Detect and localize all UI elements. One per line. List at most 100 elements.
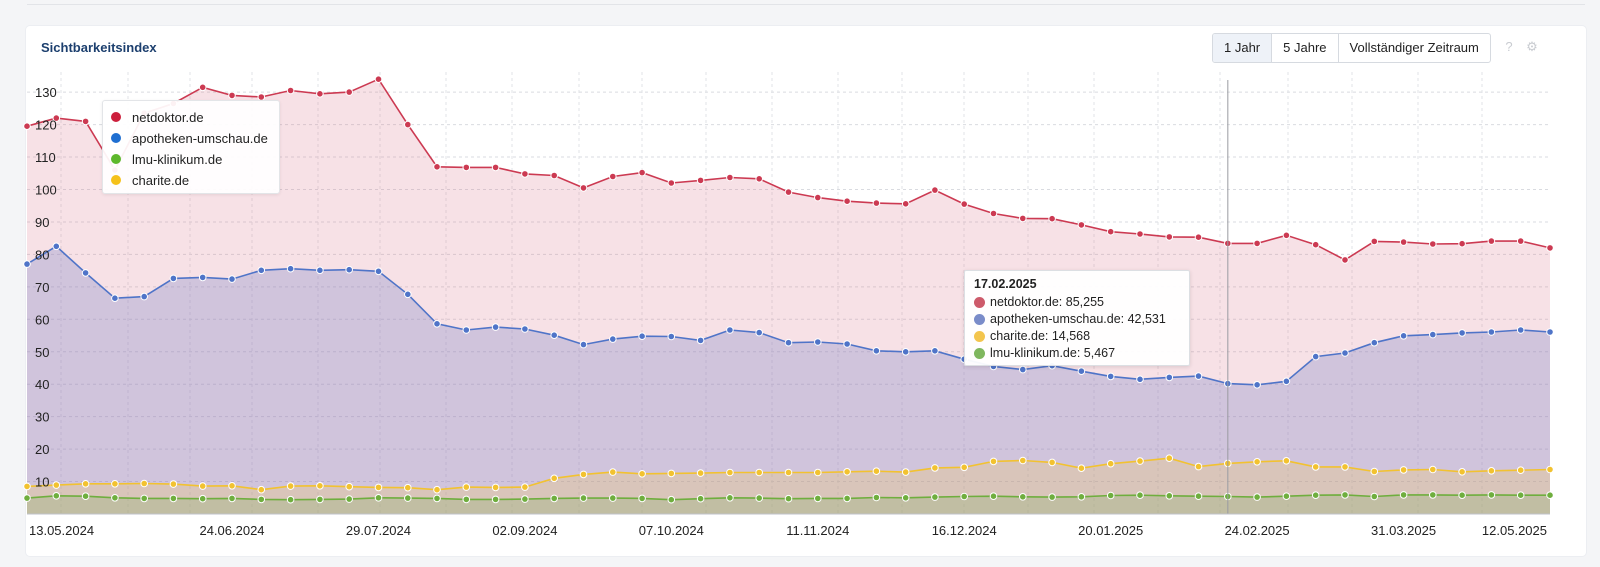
data-point xyxy=(726,326,734,334)
data-point xyxy=(23,122,31,130)
data-point xyxy=(696,336,705,345)
data-point xyxy=(491,495,500,504)
data-point xyxy=(931,347,939,355)
data-point xyxy=(228,91,236,100)
data-point xyxy=(784,188,793,196)
data-point xyxy=(491,483,500,492)
data-point xyxy=(1048,493,1056,501)
data-point xyxy=(1546,465,1554,474)
legend-dot-icon xyxy=(111,175,121,185)
help-icon[interactable]: ? xyxy=(1505,39,1513,54)
data-point xyxy=(755,328,764,337)
data-point xyxy=(521,483,529,491)
data-point xyxy=(726,494,734,502)
data-point xyxy=(1399,332,1408,340)
legend-label: apotheken-umschau.de xyxy=(132,130,268,146)
data-point xyxy=(579,340,588,349)
data-point xyxy=(228,494,236,503)
data-point xyxy=(1487,328,1496,336)
y-tick-label: 10 xyxy=(35,475,49,490)
data-point xyxy=(1165,233,1174,241)
data-point xyxy=(169,274,178,283)
x-tick-label: 29.07.2024 xyxy=(346,523,411,538)
legend-label: lmu-klinikum.de xyxy=(132,151,223,167)
data-point xyxy=(1370,338,1379,347)
data-point xyxy=(404,120,412,129)
data-point xyxy=(1370,467,1379,476)
data-point xyxy=(1136,457,1144,465)
data-point xyxy=(931,464,939,472)
data-point xyxy=(374,483,383,492)
data-point xyxy=(1429,491,1437,499)
y-tick-label: 20 xyxy=(35,442,49,457)
data-point xyxy=(1194,492,1203,501)
data-point xyxy=(1429,330,1437,339)
legend-item-charite[interactable]: charite.de xyxy=(111,171,189,189)
data-point xyxy=(1370,237,1379,246)
data-point xyxy=(1106,227,1115,236)
chart-tooltip: 17.02.2025 netdoktor.de: 85,255 apotheke… xyxy=(964,270,1190,366)
data-point xyxy=(433,320,441,328)
data-point xyxy=(316,482,324,490)
data-point xyxy=(111,480,119,488)
data-point xyxy=(433,494,441,503)
data-point xyxy=(1019,456,1027,465)
legend-item-netdoktor[interactable]: netdoktor.de xyxy=(111,108,204,126)
data-point xyxy=(696,176,705,185)
data-point xyxy=(755,468,764,477)
chart-title: Sichtbarkeitsindex xyxy=(41,40,157,55)
data-point xyxy=(550,494,559,503)
data-point xyxy=(345,482,354,491)
data-point xyxy=(345,88,354,96)
legend-item-lmu-klinikum[interactable]: lmu-klinikum.de xyxy=(111,150,222,168)
legend-item-apotheken-umschau[interactable]: apotheken-umschau.de xyxy=(111,129,268,147)
data-point xyxy=(579,494,588,502)
y-tick-label: 120 xyxy=(35,118,57,133)
range-full-period-button[interactable]: Vollständiger Zeitraum xyxy=(1349,40,1479,55)
data-point xyxy=(901,494,910,502)
axis-layer: 10 20 30 40 50 60 70 80 90 100 110 120 130 13.05.2024… xyxy=(27,80,1550,538)
y-tick-label: 40 xyxy=(35,377,49,392)
data-point xyxy=(843,494,851,503)
data-point xyxy=(784,494,793,503)
data-point xyxy=(1282,377,1291,386)
data-point xyxy=(901,200,910,208)
data-point xyxy=(491,163,500,172)
data-point xyxy=(1106,372,1115,381)
data-point xyxy=(667,495,676,504)
x-tick-label: 24.06.2024 xyxy=(199,523,264,538)
data-point xyxy=(960,463,969,472)
x-tick-label: 13.05.2024 xyxy=(29,523,94,538)
data-point xyxy=(521,170,529,178)
data-point xyxy=(286,482,295,490)
data-point xyxy=(1546,491,1554,500)
data-point xyxy=(755,175,764,183)
data-point xyxy=(52,114,61,122)
data-point xyxy=(404,290,412,299)
settings-icon[interactable]: ⚙ xyxy=(1526,39,1538,54)
data-point xyxy=(843,468,851,476)
data-point xyxy=(755,494,764,502)
tooltip-dot-icon xyxy=(974,313,985,325)
data-point xyxy=(462,483,471,491)
data-point xyxy=(374,75,383,83)
data-point xyxy=(1341,463,1349,471)
x-tick-label: 24.02.2025 xyxy=(1225,523,1290,538)
data-point xyxy=(286,495,295,504)
tooltip-row-charite: charite.de: 14,568 xyxy=(974,327,1090,345)
data-point xyxy=(960,200,969,208)
data-point xyxy=(81,117,90,126)
range-1-year-button[interactable]: 1 Jahr xyxy=(1213,34,1273,62)
range-5-years-button[interactable]: 5 Jahre xyxy=(1272,34,1339,62)
data-point xyxy=(491,323,500,331)
data-point xyxy=(257,495,266,504)
data-point xyxy=(23,482,31,491)
tooltip-value: netdoktor.de: 85,255 xyxy=(990,295,1104,309)
data-point xyxy=(1253,381,1261,389)
y-tick-label: 130 xyxy=(35,85,57,100)
data-point xyxy=(1399,238,1408,246)
data-point xyxy=(989,492,998,501)
data-point xyxy=(1458,468,1466,476)
data-point xyxy=(1341,491,1349,499)
